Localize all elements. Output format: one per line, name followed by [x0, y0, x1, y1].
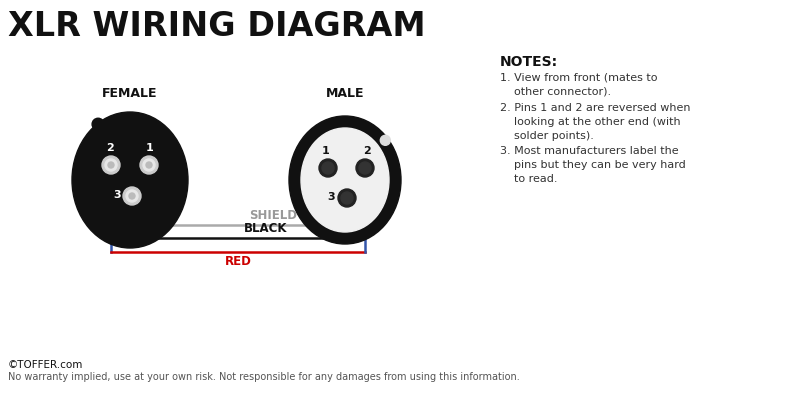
Circle shape — [129, 193, 135, 199]
Circle shape — [92, 118, 104, 130]
Circle shape — [380, 135, 390, 145]
Text: No warranty implied, use at your own risk. Not responsible for any damages from : No warranty implied, use at your own ris… — [8, 372, 520, 382]
Text: RED: RED — [225, 255, 251, 268]
Text: 3. Most manufacturers label the
    pins but they can be very hard
    to read.: 3. Most manufacturers label the pins but… — [500, 146, 686, 184]
Text: NOTES:: NOTES: — [500, 55, 558, 69]
Circle shape — [143, 159, 155, 171]
Text: ©TOFFER.com: ©TOFFER.com — [8, 360, 83, 370]
Text: 2. Pins 1 and 2 are reversed when
    looking at the other end (with
    solder : 2. Pins 1 and 2 are reversed when lookin… — [500, 103, 690, 141]
Circle shape — [359, 162, 371, 174]
Text: 2: 2 — [363, 146, 371, 156]
Text: SHIELD: SHIELD — [250, 209, 298, 222]
Circle shape — [108, 162, 114, 168]
Text: 1: 1 — [146, 143, 154, 153]
Text: MALE: MALE — [326, 87, 364, 100]
Ellipse shape — [289, 116, 401, 244]
Circle shape — [356, 159, 374, 177]
Text: 2: 2 — [106, 143, 114, 153]
Circle shape — [146, 162, 152, 168]
Text: 3: 3 — [327, 192, 335, 202]
Circle shape — [319, 159, 337, 177]
Circle shape — [322, 162, 334, 174]
Text: FEMALE: FEMALE — [102, 87, 158, 100]
Ellipse shape — [72, 112, 188, 248]
Circle shape — [102, 156, 120, 174]
Circle shape — [105, 159, 117, 171]
Circle shape — [338, 189, 356, 207]
Text: 1. View from front (mates to
    other connector).: 1. View from front (mates to other conne… — [500, 73, 658, 97]
Text: XLR WIRING DIAGRAM: XLR WIRING DIAGRAM — [8, 10, 426, 43]
Circle shape — [341, 192, 353, 204]
Text: BLACK: BLACK — [243, 222, 287, 235]
Circle shape — [123, 187, 141, 205]
Text: 3: 3 — [113, 190, 121, 200]
Circle shape — [126, 190, 138, 202]
Ellipse shape — [301, 128, 389, 232]
Text: 1: 1 — [322, 146, 330, 156]
Circle shape — [140, 156, 158, 174]
